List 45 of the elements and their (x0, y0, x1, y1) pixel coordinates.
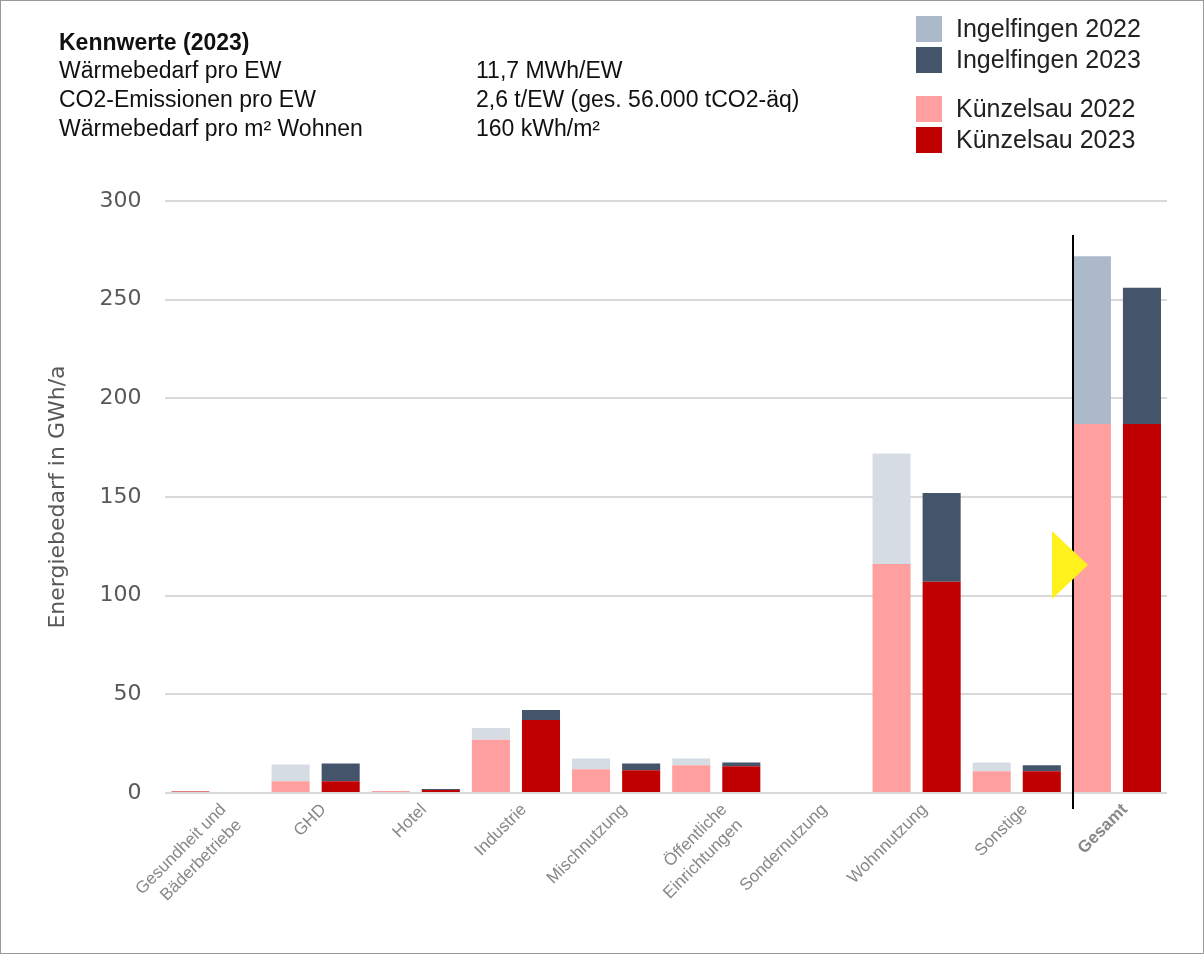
y-axis-title: Energiebedarf in GWh/a (43, 365, 69, 629)
bar (1122, 423, 1161, 792)
bar (1072, 256, 1111, 424)
bar (972, 762, 1011, 772)
y-tick-label: 250 (99, 285, 142, 311)
bar (521, 719, 561, 792)
text: Wärmebedarf pro m² Wohnen (59, 114, 364, 143)
bar (521, 710, 561, 720)
bar (321, 763, 360, 782)
bar (1022, 771, 1061, 792)
legend-label: Ingelfingen 2023 (956, 45, 1141, 74)
bar (672, 765, 711, 792)
chart-title: Kennwerte (2023) (59, 29, 251, 56)
bar (622, 770, 661, 792)
bar (572, 769, 611, 792)
bar (1122, 287, 1161, 424)
legend-label: Ingelfingen 2022 (956, 14, 1141, 43)
y-tick-label: 300 (99, 186, 142, 212)
bar (972, 771, 1011, 792)
bar (471, 727, 510, 740)
bar (672, 758, 711, 766)
text: 160 kWh/m² (476, 114, 601, 143)
bar (872, 564, 911, 792)
bar (572, 758, 611, 770)
bar (922, 581, 961, 792)
bar (722, 766, 761, 792)
y-tick-label: 150 (99, 482, 142, 508)
bar (922, 493, 961, 582)
y-tick-label: 0 (127, 778, 142, 804)
legend-label: Künzelsau 2022 (956, 94, 1136, 123)
bar (1022, 765, 1061, 772)
bar (471, 739, 510, 792)
bar (622, 763, 661, 771)
y-tick-label: 200 (99, 384, 142, 410)
text: Wärmebedarf pro EW (59, 56, 283, 85)
text: CO2-Emissionen pro EW (59, 85, 317, 114)
bar (321, 781, 360, 792)
y-tick-label: 100 (99, 581, 142, 607)
bar (722, 762, 761, 767)
y-tick-label: 50 (113, 680, 142, 706)
bar (271, 764, 310, 782)
legend-label: Künzelsau 2023 (956, 125, 1136, 154)
bar (271, 781, 310, 792)
text: 2,6 t/EW (ges. 56.000 tCO2-äq) (476, 85, 800, 114)
text: 11,7 MWh/EW (476, 56, 624, 85)
